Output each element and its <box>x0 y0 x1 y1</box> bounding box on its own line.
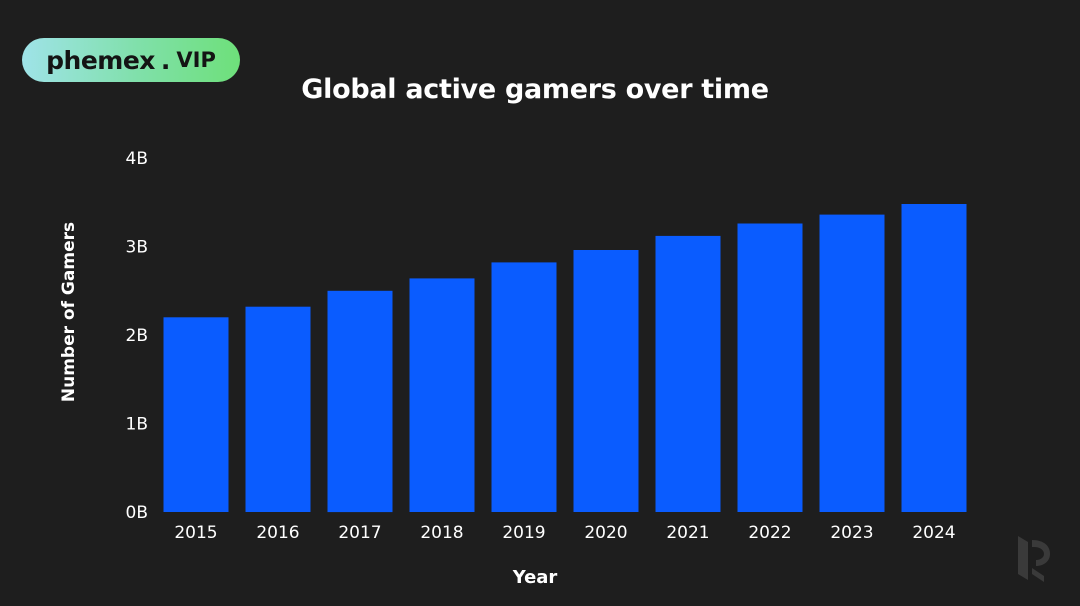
bars <box>163 204 967 513</box>
x-tick-label: 2018 <box>420 523 463 543</box>
bar-2023 <box>819 214 885 512</box>
y-tick-label: 4B <box>126 149 148 169</box>
y-axis-ticks: 0B 1B 2B 3B 4B <box>126 149 148 523</box>
x-tick-label: 2024 <box>912 523 955 543</box>
phemex-vip-logo: phemex . VIP <box>22 38 240 82</box>
bar-2015 <box>163 317 229 512</box>
bar-2020 <box>573 250 639 512</box>
logo-separator: . <box>160 45 171 75</box>
watermark-logo-icon <box>1018 536 1050 582</box>
logo-tier: VIP <box>176 48 216 72</box>
x-tick-label: 2017 <box>338 523 381 543</box>
y-axis-label: Number of Gamers <box>59 222 79 402</box>
bar-2022 <box>737 223 803 512</box>
y-tick-label: 3B <box>126 238 148 258</box>
x-tick-label: 2015 <box>174 523 217 543</box>
bar-2024 <box>901 204 967 512</box>
bar-2017 <box>327 290 393 513</box>
y-tick-label: 1B <box>126 415 148 435</box>
x-tick-label: 2019 <box>502 523 545 543</box>
x-tick-label: 2021 <box>666 523 709 543</box>
x-tick-label: 2023 <box>830 523 873 543</box>
bar-2019 <box>491 262 557 512</box>
y-tick-label: 0B <box>126 503 148 523</box>
bar-2016 <box>245 306 311 512</box>
logo-brand-name: phemex <box>46 45 155 75</box>
bar-2018 <box>409 278 475 512</box>
chart-title: Global active gamers over time <box>301 74 769 105</box>
x-tick-label: 2020 <box>584 523 627 543</box>
x-tick-label: 2022 <box>748 523 791 543</box>
x-axis-ticks: 2015 2016 2017 2018 2019 2020 2021 2022 2023 2024 <box>174 523 955 543</box>
x-tick-label: 2016 <box>256 523 299 543</box>
x-axis-label: Year <box>512 567 558 588</box>
bar-2021 <box>655 235 721 512</box>
y-tick-label: 2B <box>126 326 148 346</box>
